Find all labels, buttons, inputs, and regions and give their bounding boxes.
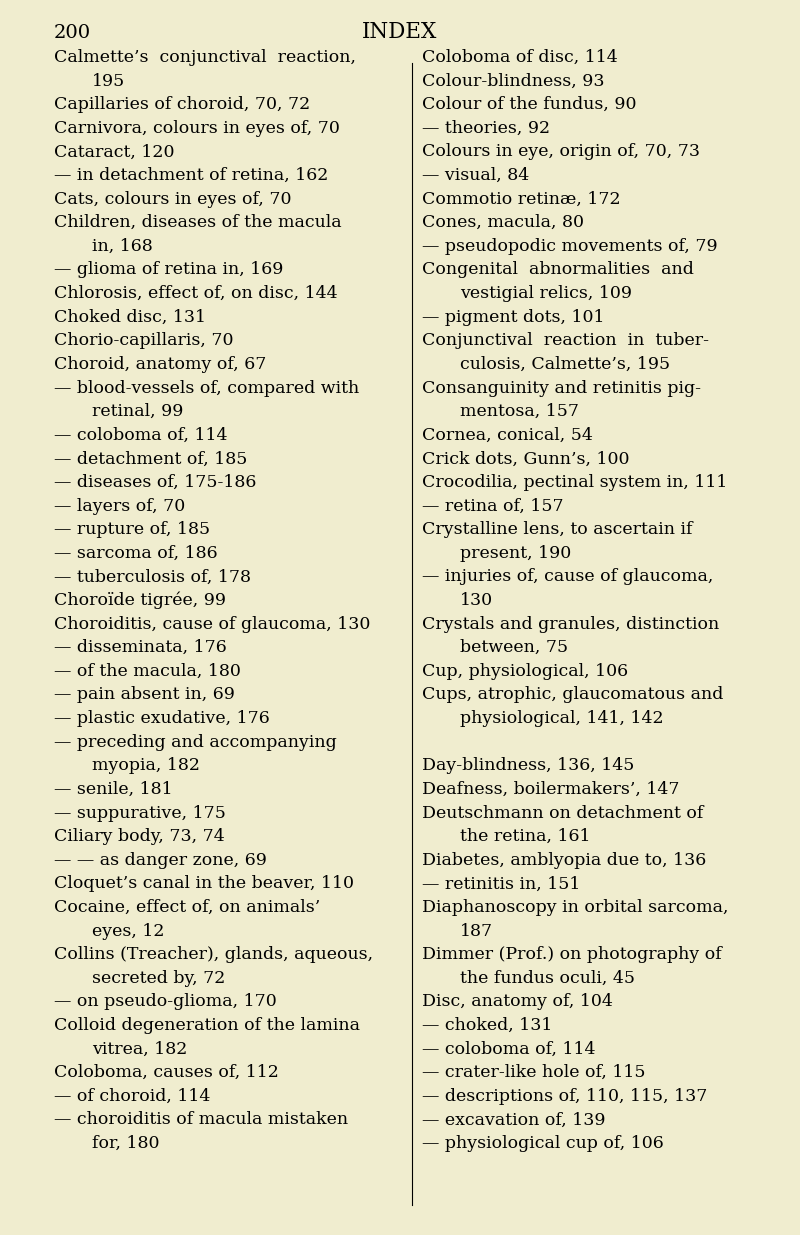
Text: 195: 195 (92, 73, 126, 90)
Text: Disc, anatomy of, 104: Disc, anatomy of, 104 (422, 993, 613, 1010)
Text: — plastic exudative, 176: — plastic exudative, 176 (54, 710, 270, 727)
Text: Cocaine, effect of, on animals’: Cocaine, effect of, on animals’ (54, 899, 320, 916)
Text: between, 75: between, 75 (460, 640, 568, 656)
Text: — coloboma of, 114: — coloboma of, 114 (54, 427, 227, 443)
Text: Diaphanoscopy in orbital sarcoma,: Diaphanoscopy in orbital sarcoma, (422, 899, 729, 916)
Text: Commotio retinæ, 172: Commotio retinæ, 172 (422, 190, 621, 207)
Text: Colour of the fundus, 90: Colour of the fundus, 90 (422, 96, 637, 114)
Text: — physiological cup of, 106: — physiological cup of, 106 (422, 1135, 664, 1152)
Text: — — as danger zone, 69: — — as danger zone, 69 (54, 852, 267, 868)
Text: Deafness, boilermakers’, 147: Deafness, boilermakers’, 147 (422, 781, 679, 798)
Text: — detachment of, 185: — detachment of, 185 (54, 451, 247, 467)
Text: Choked disc, 131: Choked disc, 131 (54, 309, 206, 326)
Text: Consanguinity and retinitis pig-: Consanguinity and retinitis pig- (422, 379, 701, 396)
Text: eyes, 12: eyes, 12 (92, 923, 165, 940)
Text: — retinitis in, 151: — retinitis in, 151 (422, 876, 580, 893)
Text: — retina of, 157: — retina of, 157 (422, 498, 564, 515)
Text: Colour-blindness, 93: Colour-blindness, 93 (422, 73, 605, 90)
Text: — visual, 84: — visual, 84 (422, 167, 530, 184)
Text: in, 168: in, 168 (92, 238, 153, 254)
Text: — pigment dots, 101: — pigment dots, 101 (422, 309, 605, 326)
Text: — crater-like hole of, 115: — crater-like hole of, 115 (422, 1065, 646, 1082)
Text: — diseases of, 175-186: — diseases of, 175-186 (54, 474, 256, 492)
Text: — preceding and accompanying: — preceding and accompanying (54, 734, 337, 751)
Text: Colours in eye, origin of, 70, 73: Colours in eye, origin of, 70, 73 (422, 143, 700, 161)
Text: Collins (Treacher), glands, aqueous,: Collins (Treacher), glands, aqueous, (54, 946, 373, 963)
Text: Cornea, conical, 54: Cornea, conical, 54 (422, 427, 593, 443)
Text: — theories, 92: — theories, 92 (422, 120, 550, 137)
Text: 130: 130 (460, 592, 493, 609)
Text: Choroïde tigrée, 99: Choroïde tigrée, 99 (54, 592, 226, 609)
Text: — injuries of, cause of glaucoma,: — injuries of, cause of glaucoma, (422, 568, 714, 585)
Text: — pseudopodic movements of, 79: — pseudopodic movements of, 79 (422, 238, 718, 254)
Text: — disseminata, 176: — disseminata, 176 (54, 640, 226, 656)
Text: physiological, 141, 142: physiological, 141, 142 (460, 710, 664, 727)
Text: Choroiditis, cause of glaucoma, 130: Choroiditis, cause of glaucoma, 130 (54, 616, 370, 632)
Text: secreted by, 72: secreted by, 72 (92, 969, 226, 987)
Text: the fundus oculi, 45: the fundus oculi, 45 (460, 969, 635, 987)
Text: — on pseudo-glioma, 170: — on pseudo-glioma, 170 (54, 993, 277, 1010)
Text: myopia, 182: myopia, 182 (92, 757, 200, 774)
Text: culosis, Calmette’s, 195: culosis, Calmette’s, 195 (460, 356, 670, 373)
Text: mentosa, 157: mentosa, 157 (460, 403, 579, 420)
Text: Choroid, anatomy of, 67: Choroid, anatomy of, 67 (54, 356, 266, 373)
Text: for, 180: for, 180 (92, 1135, 159, 1152)
Text: — in detachment of retina, 162: — in detachment of retina, 162 (54, 167, 328, 184)
Text: 187: 187 (460, 923, 493, 940)
Text: — coloboma of, 114: — coloboma of, 114 (422, 1041, 595, 1057)
Text: — excavation of, 139: — excavation of, 139 (422, 1112, 606, 1129)
Text: Deutschmann on detachment of: Deutschmann on detachment of (422, 804, 703, 821)
Text: Cloquet’s canal in the beaver, 110: Cloquet’s canal in the beaver, 110 (54, 876, 354, 893)
Text: Cats, colours in eyes of, 70: Cats, colours in eyes of, 70 (54, 190, 291, 207)
Text: Crick dots, Gunn’s, 100: Crick dots, Gunn’s, 100 (422, 451, 630, 467)
Text: Carnivora, colours in eyes of, 70: Carnivora, colours in eyes of, 70 (54, 120, 340, 137)
Text: Diabetes, amblyopia due to, 136: Diabetes, amblyopia due to, 136 (422, 852, 706, 868)
Text: Crystals and granules, distinction: Crystals and granules, distinction (422, 616, 719, 632)
Text: Cones, macula, 80: Cones, macula, 80 (422, 215, 584, 231)
Text: — senile, 181: — senile, 181 (54, 781, 173, 798)
Text: the retina, 161: the retina, 161 (460, 829, 590, 845)
Text: — rupture of, 185: — rupture of, 185 (54, 521, 210, 538)
Text: — layers of, 70: — layers of, 70 (54, 498, 186, 515)
Text: Coloboma, causes of, 112: Coloboma, causes of, 112 (54, 1065, 279, 1082)
Text: Crocodilia, pectinal system in, 111: Crocodilia, pectinal system in, 111 (422, 474, 727, 492)
Text: — of the macula, 180: — of the macula, 180 (54, 663, 241, 680)
Text: Conjunctival  reaction  in  tuber-: Conjunctival reaction in tuber- (422, 332, 709, 350)
Text: vestigial relics, 109: vestigial relics, 109 (460, 285, 632, 303)
Text: — pain absent in, 69: — pain absent in, 69 (54, 687, 235, 704)
Text: — choroiditis of macula mistaken: — choroiditis of macula mistaken (54, 1112, 348, 1129)
Text: — of choroid, 114: — of choroid, 114 (54, 1088, 210, 1105)
Text: Colloid degeneration of the lamina: Colloid degeneration of the lamina (54, 1018, 360, 1034)
Text: Cataract, 120: Cataract, 120 (54, 143, 174, 161)
Text: Congenital  abnormalities  and: Congenital abnormalities and (422, 262, 694, 279)
Text: Chlorosis, effect of, on disc, 144: Chlorosis, effect of, on disc, 144 (54, 285, 338, 303)
Text: Calmette’s  conjunctival  reaction,: Calmette’s conjunctival reaction, (54, 49, 356, 65)
Text: — tuberculosis of, 178: — tuberculosis of, 178 (54, 568, 251, 585)
Text: — blood-vessels of, compared with: — blood-vessels of, compared with (54, 379, 359, 396)
Text: Cup, physiological, 106: Cup, physiological, 106 (422, 663, 628, 680)
Text: retinal, 99: retinal, 99 (92, 403, 183, 420)
Text: — glioma of retina in, 169: — glioma of retina in, 169 (54, 262, 283, 279)
Text: — descriptions of, 110, 115, 137: — descriptions of, 110, 115, 137 (422, 1088, 707, 1105)
Text: Dimmer (Prof.) on photography of: Dimmer (Prof.) on photography of (422, 946, 722, 963)
Text: Day-blindness, 136, 145: Day-blindness, 136, 145 (422, 757, 634, 774)
Text: Chorio-capillaris, 70: Chorio-capillaris, 70 (54, 332, 234, 350)
Text: vitrea, 182: vitrea, 182 (92, 1041, 187, 1057)
Text: present, 190: present, 190 (460, 545, 571, 562)
Text: 200: 200 (54, 23, 91, 42)
Text: Ciliary body, 73, 74: Ciliary body, 73, 74 (54, 829, 225, 845)
Text: Coloboma of disc, 114: Coloboma of disc, 114 (422, 49, 618, 65)
Text: INDEX: INDEX (362, 21, 438, 43)
Text: — choked, 131: — choked, 131 (422, 1018, 552, 1034)
Text: — sarcoma of, 186: — sarcoma of, 186 (54, 545, 218, 562)
Text: Crystalline lens, to ascertain if: Crystalline lens, to ascertain if (422, 521, 693, 538)
Text: Cups, atrophic, glaucomatous and: Cups, atrophic, glaucomatous and (422, 687, 723, 704)
Text: Capillaries of choroid, 70, 72: Capillaries of choroid, 70, 72 (54, 96, 310, 114)
Text: Children, diseases of the macula: Children, diseases of the macula (54, 215, 342, 231)
Text: — suppurative, 175: — suppurative, 175 (54, 804, 226, 821)
